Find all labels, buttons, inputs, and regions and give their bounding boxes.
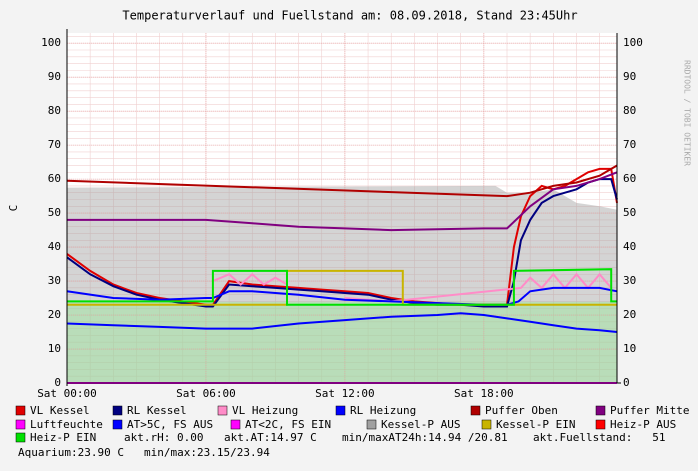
- y-tick-label: 0: [54, 376, 61, 389]
- legend-label: Kessel-P EIN: [496, 418, 575, 431]
- line: [67, 268, 617, 306]
- legend-swatch: [595, 419, 606, 430]
- legend-swatch: [217, 405, 228, 416]
- y-tick-label: 90: [48, 70, 61, 83]
- y-tick-label: 70: [623, 138, 636, 151]
- y-tick-label: 10: [48, 342, 61, 355]
- legend-label: Heiz-P EIN: [30, 431, 96, 444]
- y-tick-label: 20: [48, 308, 61, 321]
- y-axis-label: C: [7, 205, 20, 212]
- legend-label: Puffer Mitte: [610, 404, 689, 417]
- y-tick-label: 60: [48, 172, 61, 185]
- annotation: akt.rH: 0.00: [124, 431, 203, 444]
- legend-swatch: [230, 419, 241, 430]
- y-tick-label: 80: [623, 104, 636, 117]
- y-tick-label: 100: [623, 36, 643, 49]
- legend-swatch: [470, 405, 481, 416]
- y-tick-label: 0: [623, 376, 630, 389]
- legend-swatch: [481, 419, 492, 430]
- x-tick-label: Sat 06:00: [176, 387, 236, 400]
- legend-label: VL Kessel: [30, 404, 90, 417]
- y-tick-label: 80: [48, 104, 61, 117]
- y-tick-label: 40: [623, 240, 636, 253]
- legend-label: Heiz-P AUS: [610, 418, 676, 431]
- legend-label: Kessel-P AUS: [381, 418, 460, 431]
- legend-label: RL Kessel: [127, 404, 187, 417]
- legend-swatch: [112, 405, 123, 416]
- y-tick-label: 10: [623, 342, 636, 355]
- legend-label: VL Heizung: [232, 404, 298, 417]
- legend-label: RL Heizung: [350, 404, 416, 417]
- annotation: min/maxAT24h:14.94 /20.81: [342, 431, 508, 444]
- area: [67, 301, 617, 383]
- line: [66, 312, 618, 333]
- y-tick-label: 50: [623, 206, 636, 219]
- line: [66, 286, 618, 306]
- annotation: min/max:23.15/23.94: [144, 446, 270, 459]
- legend-swatch: [112, 419, 123, 430]
- annotation: akt.Fuellstand: 51: [533, 431, 665, 444]
- legend-swatch: [15, 432, 26, 443]
- legend-swatch: [595, 405, 606, 416]
- x-tick-label: Sat 18:00: [454, 387, 514, 400]
- annotation: akt.AT:14.97 C: [224, 431, 317, 444]
- legend-swatch: [335, 405, 346, 416]
- y-tick-label: 50: [48, 206, 61, 219]
- chart-title: Temperaturverlauf und Fuellstand am: 08.…: [122, 9, 577, 23]
- legend-label: Luftfeuchte: [30, 418, 103, 431]
- y-tick-label: 60: [623, 172, 636, 185]
- y-tick-label: 30: [48, 274, 61, 287]
- legend-swatch: [15, 419, 26, 430]
- y-tick-label: 20: [623, 308, 636, 321]
- y-tick-label: 100: [41, 36, 61, 49]
- annotation: Aquarium:23.90 C: [18, 446, 124, 459]
- legend-swatch: [15, 405, 26, 416]
- line: [67, 171, 618, 232]
- y-tick-label: 90: [623, 70, 636, 83]
- y-tick-label: 40: [48, 240, 61, 253]
- line: [66, 164, 618, 198]
- y-tick-label: 30: [623, 274, 636, 287]
- legend-swatch: [366, 419, 377, 430]
- x-tick-label: Sat 12:00: [315, 387, 375, 400]
- legend-label: AT>5C, FS AUS: [127, 418, 213, 431]
- watermark: RRDTOOL / TOBI OETIKER: [683, 60, 692, 166]
- y-tick-label: 70: [48, 138, 61, 151]
- legend-label: AT<2C, FS EIN: [245, 418, 331, 431]
- area: [67, 185, 617, 383]
- x-tick-label: Sat 00:00: [37, 387, 97, 400]
- legend-label: Puffer Oben: [485, 404, 558, 417]
